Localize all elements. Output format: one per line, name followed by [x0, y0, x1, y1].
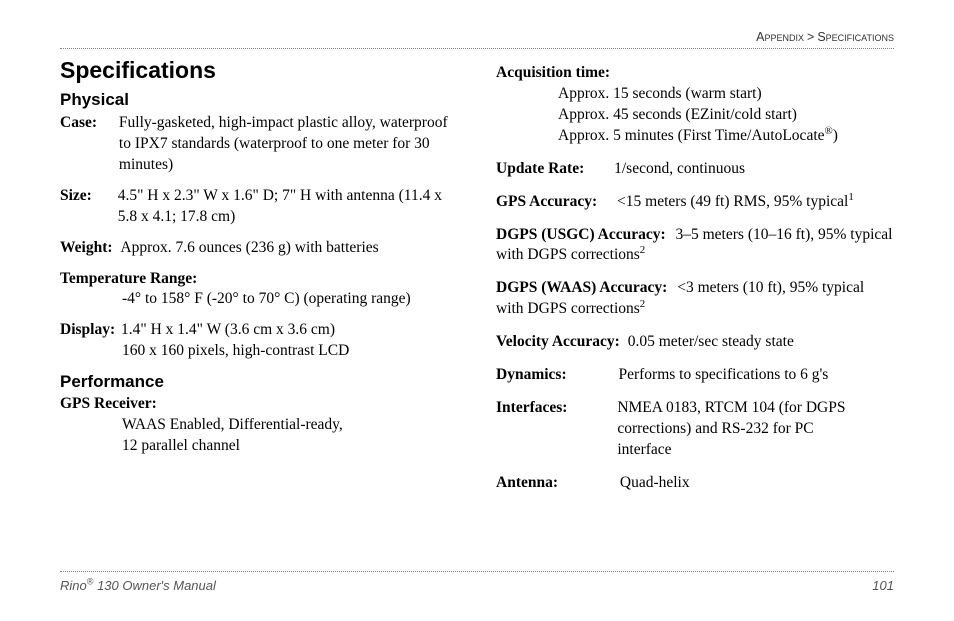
spec-value-2: 12 parallel channel — [122, 436, 458, 457]
spec-case: Case: Fully-gasketed, high-impact plasti… — [60, 113, 458, 176]
spec-label: Case: — [60, 114, 97, 131]
spec-value-2: 160 x 160 pixels, high-contrast LCD — [122, 341, 458, 362]
spec-weight: Weight: Approx. 7.6 ounces (236 g) with … — [60, 238, 458, 259]
spec-value: Approx. 7.6 ounces (236 g) with batterie… — [120, 239, 378, 256]
spec-velocity: Velocity Accuracy: 0.05 meter/sec steady… — [496, 332, 894, 353]
spec-value: Performs to specifications to 6 g's — [618, 365, 828, 386]
spec-label: GPS Accuracy: — [496, 193, 597, 210]
acq-text: Approx. 5 minutes (First Time/AutoLocate — [558, 127, 825, 144]
breadcrumb: Appendix>Specifications — [60, 30, 894, 49]
spec-label: Velocity Accuracy: — [496, 333, 620, 350]
reg-mark: ® — [825, 125, 833, 137]
spec-label: DGPS (USGC) Accuracy: — [496, 226, 666, 243]
spec-dgps-waas: DGPS (WAAS) Accuracy: <3 meters (10 ft),… — [496, 278, 894, 320]
spec-label: DGPS (WAAS) Accuracy: — [496, 279, 667, 296]
footer-product: Rino® 130 Owner's Manual — [60, 578, 216, 593]
spec-label: Temperature Range: — [60, 269, 458, 290]
heading-performance: Performance — [60, 372, 458, 392]
footnote-1: 1 — [848, 190, 853, 202]
page-title: Specifications — [60, 57, 458, 84]
spec-label: Display: — [60, 321, 115, 338]
spec-label: Weight: — [60, 239, 113, 256]
spec-label: Size: — [60, 187, 92, 204]
footnote-2b: 2 — [640, 298, 645, 310]
spec-size: Size: 4.5" H x 2.3" W x 1.6" D; 7" H wit… — [60, 186, 458, 228]
acq-close: ) — [833, 127, 838, 144]
spec-value: -4° to 158° F (-20° to 70° C) (operating… — [122, 289, 458, 310]
spec-gps-accuracy: GPS Accuracy: <15 meters (49 ft) RMS, 95… — [496, 192, 894, 213]
spec-acquisition: Acquisition time: Approx. 15 seconds (wa… — [496, 63, 894, 147]
spec-value: 1.4" H x 1.4" W (3.6 cm x 3.6 cm) — [121, 321, 335, 338]
spec-label: Update Rate: — [496, 160, 584, 177]
spec-antenna: Antenna: Quad-helix — [496, 473, 894, 494]
spec-value: 1/second, continuous — [614, 160, 745, 177]
content-columns: Specifications Physical Case: Fully-gask… — [60, 57, 894, 506]
spec-label: Interfaces: — [496, 398, 567, 419]
breadcrumb-section: Appendix — [756, 30, 804, 44]
spec-interfaces: Interfaces: NMEA 0183, RTCM 104 (for DGP… — [496, 398, 894, 461]
gpsacc-text: <15 meters (49 ft) RMS, 95% typical — [617, 193, 848, 210]
spec-label: Antenna: — [496, 474, 558, 491]
spec-value: 0.05 meter/sec steady state — [628, 333, 794, 350]
spec-label: GPS Receiver: — [60, 394, 458, 415]
heading-physical: Physical — [60, 90, 458, 110]
spec-value: 4.5" H x 2.3" W x 1.6" D; 7" H with ante… — [118, 186, 448, 228]
spec-temp: Temperature Range: -4° to 158° F (-20° t… — [60, 269, 458, 311]
breadcrumb-page: Specifications — [817, 30, 894, 44]
footer-product-name: Rino — [60, 578, 87, 593]
spec-value-3: Approx. 5 minutes (First Time/AutoLocate… — [558, 126, 894, 147]
spec-value: Fully-gasketed, high-impact plastic allo… — [119, 113, 449, 176]
footer-page-number: 101 — [872, 578, 894, 593]
page-footer: Rino® 130 Owner's Manual 101 — [60, 571, 894, 593]
spec-dgps-usgc: DGPS (USGC) Accuracy: 3–5 meters (10–16 … — [496, 225, 894, 267]
spec-value: Quad-helix — [620, 474, 690, 491]
spec-value: <15 meters (49 ft) RMS, 95% typical1 — [617, 193, 854, 210]
spec-display: Display: 1.4" H x 1.4" W (3.6 cm x 3.6 c… — [60, 320, 458, 362]
footnote-2: 2 — [640, 244, 645, 256]
breadcrumb-sep: > — [807, 30, 814, 44]
spec-value: NMEA 0183, RTCM 104 (for DGPS correction… — [617, 398, 857, 461]
spec-label: Dynamics: — [496, 366, 567, 383]
spec-value-2: Approx. 45 seconds (EZinit/cold start) — [558, 105, 894, 126]
spec-dynamics: Dynamics: Performs to specifications to … — [496, 365, 894, 386]
spec-gps-receiver: GPS Receiver: WAAS Enabled, Differential… — [60, 394, 458, 457]
right-column: Acquisition time: Approx. 15 seconds (wa… — [496, 57, 894, 506]
spec-label: Acquisition time: — [496, 63, 894, 84]
left-column: Specifications Physical Case: Fully-gask… — [60, 57, 458, 506]
spec-value: Approx. 15 seconds (warm start) — [558, 84, 894, 105]
spec-update-rate: Update Rate: 1/second, continuous — [496, 159, 894, 180]
spec-value: WAAS Enabled, Differential-ready, — [122, 415, 458, 436]
footer-product-rest: 130 Owner's Manual — [93, 578, 215, 593]
